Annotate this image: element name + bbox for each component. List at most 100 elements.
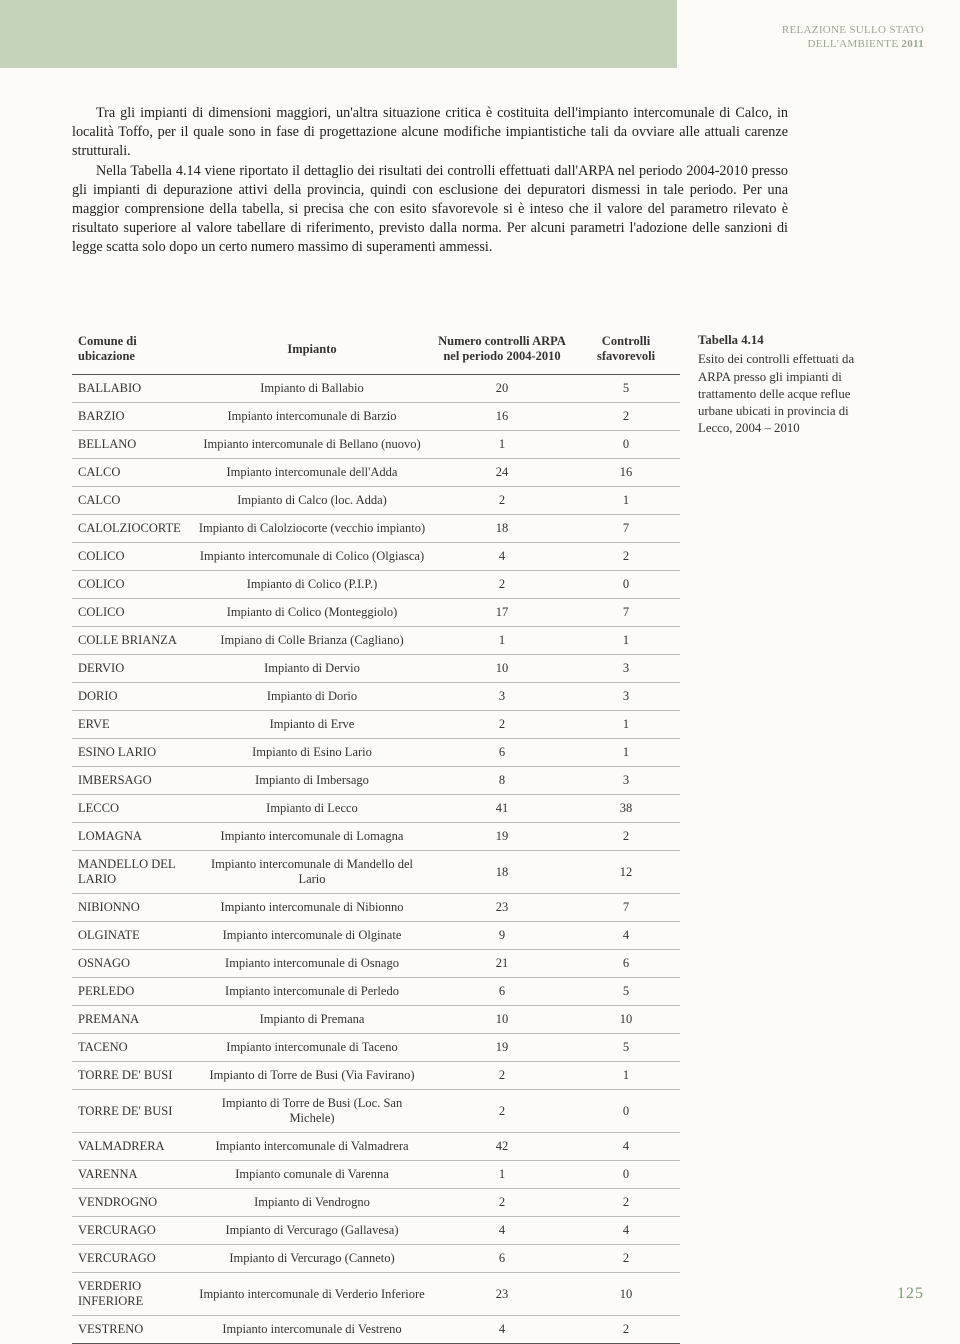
table-cell: LOMAGNA [72, 823, 192, 851]
table-cell: 18 [432, 515, 572, 543]
body-text: Tra gli impianti di dimensioni maggiori,… [72, 104, 788, 257]
table-header-row: Comune di ubicazione Impianto Numero con… [72, 328, 680, 375]
table-cell: OLGINATE [72, 922, 192, 950]
table-row: TACENOImpianto intercomunale di Taceno19… [72, 1034, 680, 1062]
table-cell: 0 [572, 431, 680, 459]
table-cell: Impianto di Colico (Monteggiolo) [192, 599, 432, 627]
table-cell: 10 [572, 1273, 680, 1316]
table-cell: 4 [572, 1133, 680, 1161]
table-cell: 6 [432, 1245, 572, 1273]
table-cell: 10 [432, 1006, 572, 1034]
paragraph-1: Tra gli impianti di dimensioni maggiori,… [72, 105, 788, 159]
table-cell: 2 [572, 823, 680, 851]
table-cell: 2 [432, 571, 572, 599]
table-cell: 18 [432, 851, 572, 894]
table-cell: Impianto di Torre de Busi (Loc. San Mich… [192, 1090, 432, 1133]
table-cell: 7 [572, 515, 680, 543]
table-cell: 8 [432, 767, 572, 795]
table-cell: 1 [432, 627, 572, 655]
table-cell: Impianto di Colico (P.I.P.) [192, 571, 432, 599]
table-cell: COLICO [72, 599, 192, 627]
table-cell: 42 [432, 1133, 572, 1161]
table-row: LOMAGNAImpianto intercomunale di Lomagna… [72, 823, 680, 851]
document-header: RELAZIONE SULLO STATO DELL'AMBIENTE 2011 [782, 24, 924, 52]
table-row: BARZIOImpianto intercomunale di Barzio16… [72, 403, 680, 431]
table-cell: 2 [572, 1316, 680, 1344]
table-cell: 6 [432, 739, 572, 767]
table-cell: 2 [432, 487, 572, 515]
header-line2: DELL'AMBIENTE 2011 [782, 38, 924, 52]
table-cell: 21 [432, 950, 572, 978]
table-cell: 2 [572, 403, 680, 431]
table-cell: 5 [572, 1034, 680, 1062]
table-row: COLICOImpianto di Colico (Monteggiolo)17… [72, 599, 680, 627]
table-cell: COLICO [72, 543, 192, 571]
table-cell: Impianto intercomunale di Lomagna [192, 823, 432, 851]
table-row: BALLABIOImpianto di Ballabio205 [72, 375, 680, 403]
table-row: CALCOImpianto intercomunale dell'Adda241… [72, 459, 680, 487]
table-cell: 41 [432, 795, 572, 823]
table-cell: Impianto di Erve [192, 711, 432, 739]
table-cell: VARENNA [72, 1161, 192, 1189]
table-cell: 2 [572, 543, 680, 571]
table-cell: Impianto di Vercurago (Gallavesa) [192, 1217, 432, 1245]
table-cell: VERCURAGO [72, 1217, 192, 1245]
table-cell: Impianto di Esino Lario [192, 739, 432, 767]
table-cell: 1 [572, 711, 680, 739]
table-row: PERLEDOImpianto intercomunale di Perledo… [72, 978, 680, 1006]
table-cell: Impianto intercomunale di Mandello del L… [192, 851, 432, 894]
table-cell: VERDERIO INFERIORE [72, 1273, 192, 1316]
table-cell: 10 [432, 655, 572, 683]
table-row: VERCURAGOImpianto di Vercurago (Canneto)… [72, 1245, 680, 1273]
controls-table: Comune di ubicazione Impianto Numero con… [72, 328, 680, 1344]
table-cell: IMBERSAGO [72, 767, 192, 795]
table-cell: Impianto di Ballabio [192, 375, 432, 403]
table-cell: COLICO [72, 571, 192, 599]
table-cell: Impianto intercomunale dell'Adda [192, 459, 432, 487]
table-cell: 1 [572, 739, 680, 767]
table-cell: 0 [572, 1090, 680, 1133]
table-cell: 2 [432, 1062, 572, 1090]
table-cell: Impianto intercomunale di Bellano (nuovo… [192, 431, 432, 459]
table-cell: 23 [432, 894, 572, 922]
header-line2-text: DELL'AMBIENTE [808, 38, 902, 50]
table-cell: PERLEDO [72, 978, 192, 1006]
top-band [0, 0, 677, 68]
col-sfavorevoli: Controlli sfavorevoli [572, 328, 680, 375]
table-cell: 23 [432, 1273, 572, 1316]
table-cell: MANDELLO DEL LARIO [72, 851, 192, 894]
table-row: DERVIOImpianto di Dervio103 [72, 655, 680, 683]
table-cell: TACENO [72, 1034, 192, 1062]
table-cell: 38 [572, 795, 680, 823]
table-row: TORRE DE' BUSIImpianto di Torre de Busi … [72, 1062, 680, 1090]
table-cell: 0 [572, 571, 680, 599]
table-row: VALMADRERAImpianto intercomunale di Valm… [72, 1133, 680, 1161]
table-cell: 3 [572, 683, 680, 711]
table-cell: 4 [432, 543, 572, 571]
table-cell: 1 [432, 431, 572, 459]
table-cell: 7 [572, 894, 680, 922]
header-line1: RELAZIONE SULLO STATO [782, 24, 924, 38]
table-row: ERVEImpianto di Erve21 [72, 711, 680, 739]
table-cell: CALOLZIOCORTE [72, 515, 192, 543]
table-cell: 24 [432, 459, 572, 487]
table-row: CALOLZIOCORTEImpianto di Calolziocorte (… [72, 515, 680, 543]
table-cell: 6 [432, 978, 572, 1006]
table-cell: 10 [572, 1006, 680, 1034]
table-cell: Impianto di Calco (loc. Adda) [192, 487, 432, 515]
table-cell: 4 [572, 1217, 680, 1245]
table-row: IMBERSAGOImpianto di Imbersago83 [72, 767, 680, 795]
table-row: ESINO LARIOImpianto di Esino Lario61 [72, 739, 680, 767]
table-cell: DERVIO [72, 655, 192, 683]
table-row: PREMANAImpianto di Premana1010 [72, 1006, 680, 1034]
table-cell: Impianto intercomunale di Colico (Olgias… [192, 543, 432, 571]
table-row: DORIOImpianto di Dorio33 [72, 683, 680, 711]
table-cell: CALCO [72, 487, 192, 515]
header-year: 2011 [901, 38, 924, 50]
table-cell: Impianto intercomunale di Perledo [192, 978, 432, 1006]
table-cell: Impiano di Colle Brianza (Cagliano) [192, 627, 432, 655]
table-cell: 3 [432, 683, 572, 711]
table-cell: 1 [572, 487, 680, 515]
table-cell: 3 [572, 655, 680, 683]
table-cell: 7 [572, 599, 680, 627]
